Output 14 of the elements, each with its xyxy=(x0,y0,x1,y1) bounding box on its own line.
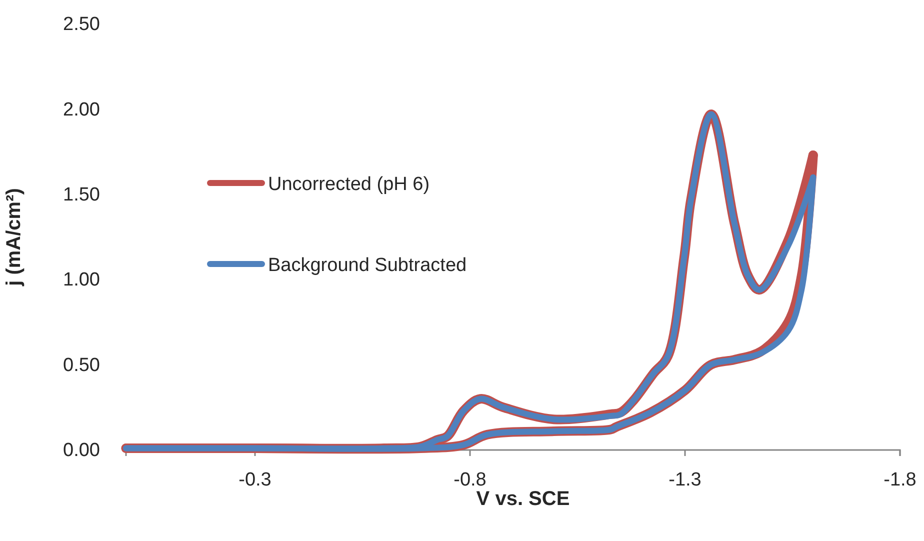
x-axis-title: V vs. SCE xyxy=(476,488,570,510)
y-axis-title: j (mA/cm²) xyxy=(3,188,25,287)
legend-label: Uncorrected (pH 6) xyxy=(268,174,430,195)
y-tick-label: 1.50 xyxy=(63,184,100,206)
x-tick-label: -1.3 xyxy=(668,470,702,491)
y-tick-label: 1.00 xyxy=(63,270,100,291)
y-tick-label: 0.50 xyxy=(63,354,100,376)
y-tick-label: 2.00 xyxy=(63,99,100,120)
x-tick-label: -0.3 xyxy=(238,470,272,491)
x-tick-label: -0.8 xyxy=(454,470,486,491)
legend-label: Background Subtracted xyxy=(268,255,467,276)
y-tick-label: 2.50 xyxy=(63,14,100,36)
x-tick-label: -1.8 xyxy=(884,470,916,491)
y-tick-label: 0.00 xyxy=(63,440,100,462)
